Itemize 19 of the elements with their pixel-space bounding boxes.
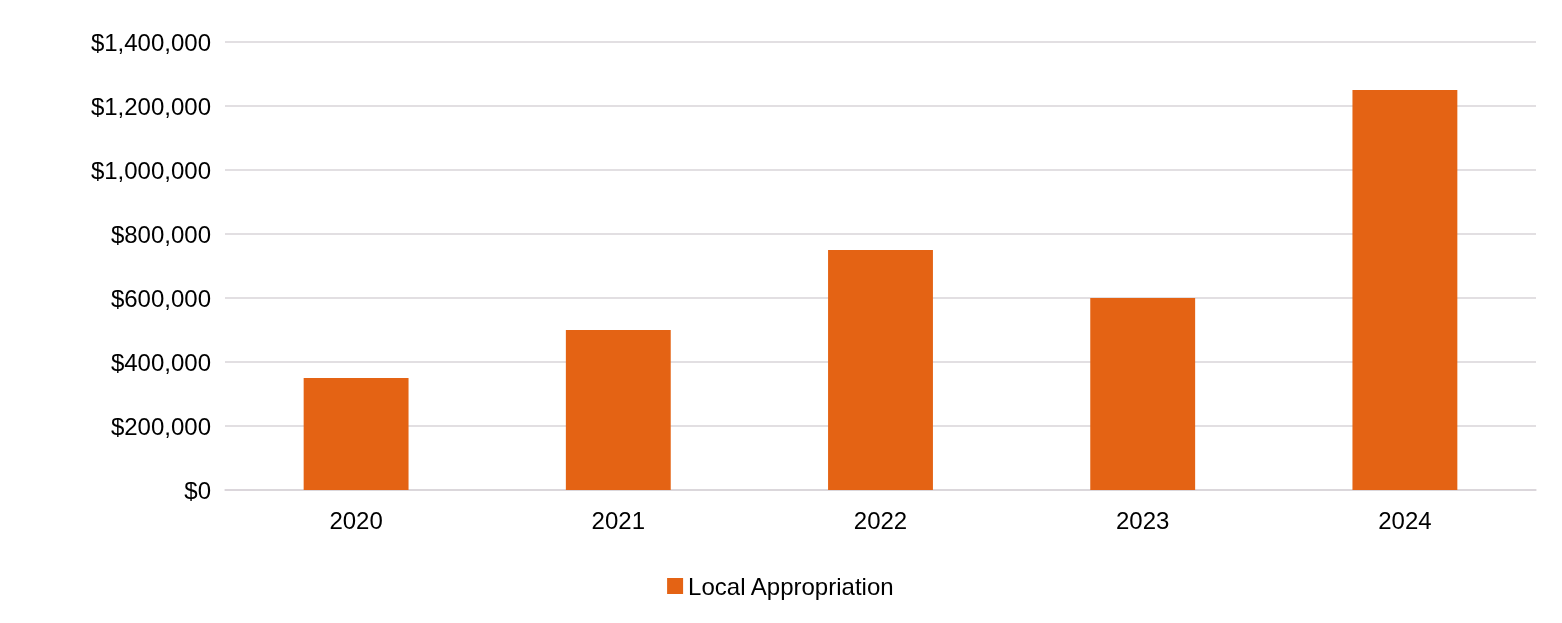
y-tick-label: $400,000 <box>110 348 211 376</box>
bar <box>1090 298 1196 490</box>
bar <box>565 330 671 490</box>
y-tick-label: $1,200,000 <box>90 92 211 120</box>
x-tick-label: 2024 <box>1378 506 1432 534</box>
x-tick-label: 2020 <box>329 506 383 534</box>
y-tick-label: $1,400,000 <box>90 28 211 56</box>
bar <box>303 378 409 490</box>
legend-label: Local Appropriation <box>688 572 894 600</box>
y-tick-label: $200,000 <box>110 412 211 440</box>
y-tick-label: $600,000 <box>110 284 211 312</box>
x-tick-label: 2022 <box>853 506 908 534</box>
x-tick-label: 2021 <box>591 506 645 534</box>
bar <box>1352 90 1458 490</box>
y-tick-label: $0 <box>184 476 211 504</box>
y-tick-label: $1,000,000 <box>90 156 211 184</box>
bar <box>828 250 933 490</box>
x-tick-label: 2023 <box>1116 506 1170 534</box>
y-tick-label: $800,000 <box>110 220 211 248</box>
